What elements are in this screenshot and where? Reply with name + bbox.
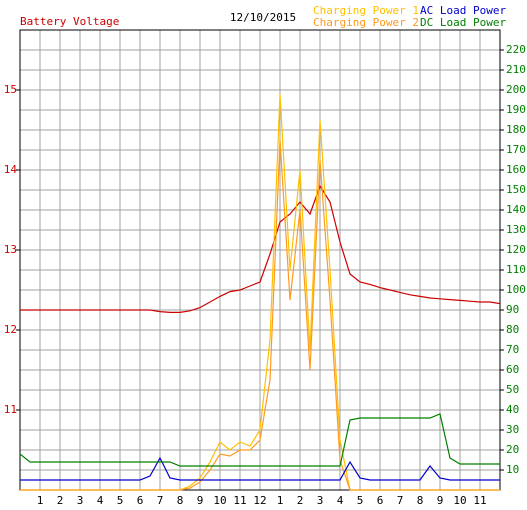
x-tick-label: 2: [297, 494, 304, 507]
x-tick-label: 6: [137, 494, 144, 507]
y2-tick-label: 220: [506, 43, 526, 56]
y2-tick-label: 200: [506, 83, 526, 96]
y2-tick-label: 60: [506, 363, 519, 376]
x-tick-label: 7: [397, 494, 404, 507]
x-tick-label: 9: [437, 494, 444, 507]
x-tick-label: 3: [77, 494, 84, 507]
y2-tick-label: 90: [506, 303, 519, 316]
x-tick-label: 2: [57, 494, 64, 507]
y2-tick-label: 160: [506, 163, 526, 176]
y2-tick-label: 40: [506, 403, 519, 416]
y2-tick-label: 210: [506, 63, 526, 76]
series-line: [19, 413, 500, 467]
x-tick-label: 1: [277, 494, 284, 507]
chart-title: 12/10/2015: [230, 11, 296, 24]
legend-label: Charging Power 2: [313, 16, 419, 29]
x-tick-label: 10: [453, 494, 466, 507]
x-tick-label: 8: [417, 494, 424, 507]
y2-tick-label: 120: [506, 243, 526, 256]
y2-tick-label: 10: [506, 463, 519, 476]
y2-tick-label: 140: [506, 203, 526, 216]
plot-frame: [19, 29, 501, 491]
y2-tick-label: 100: [506, 283, 526, 296]
legend-label: Charging Power 1: [313, 4, 419, 17]
x-tick-label: 1: [37, 494, 44, 507]
x-tick-label: 12: [253, 494, 266, 507]
legend-label: AC Load Power: [420, 4, 506, 17]
y2-tick-label: 170: [506, 143, 526, 156]
x-tick-label: 5: [357, 494, 364, 507]
x-tick-label: 11: [473, 494, 486, 507]
x-tick-label: 11: [233, 494, 246, 507]
y-tick-label: 14: [4, 163, 18, 176]
series-line: [20, 184, 501, 313]
y2-tick-label: 50: [506, 383, 519, 396]
y2-tick-label: 180: [506, 123, 526, 136]
x-tick-label: 3: [317, 494, 324, 507]
y2-tick-label: 150: [506, 183, 526, 196]
y2-tick-label: 80: [506, 323, 519, 336]
series-line: [20, 456, 500, 481]
y2-tick-label: 20: [506, 443, 519, 456]
series-line: [20, 139, 500, 491]
y2-tick-label: 70: [506, 343, 519, 356]
x-tick-label: 6: [377, 494, 384, 507]
y-tick-label: 13: [4, 243, 17, 256]
y-tick-label: 11: [4, 403, 17, 416]
y-tick-label: 12: [4, 323, 17, 336]
y2-tick-label: 130: [506, 223, 526, 236]
y2-tick-label: 190: [506, 103, 526, 116]
y2-tick-label: 30: [506, 423, 519, 436]
x-tick-label: 9: [197, 494, 204, 507]
legend-label: DC Load Power: [420, 16, 506, 29]
legend-label: Battery Voltage: [20, 15, 119, 28]
y-tick-label: 15: [4, 83, 17, 96]
x-tick-label: 4: [337, 494, 344, 507]
x-tick-label: 4: [97, 494, 104, 507]
x-tick-label: 8: [177, 494, 184, 507]
x-tick-label: 7: [157, 494, 164, 507]
y2-tick-label: 110: [506, 263, 526, 276]
x-tick-label: 5: [117, 494, 124, 507]
x-tick-label: 10: [213, 494, 226, 507]
